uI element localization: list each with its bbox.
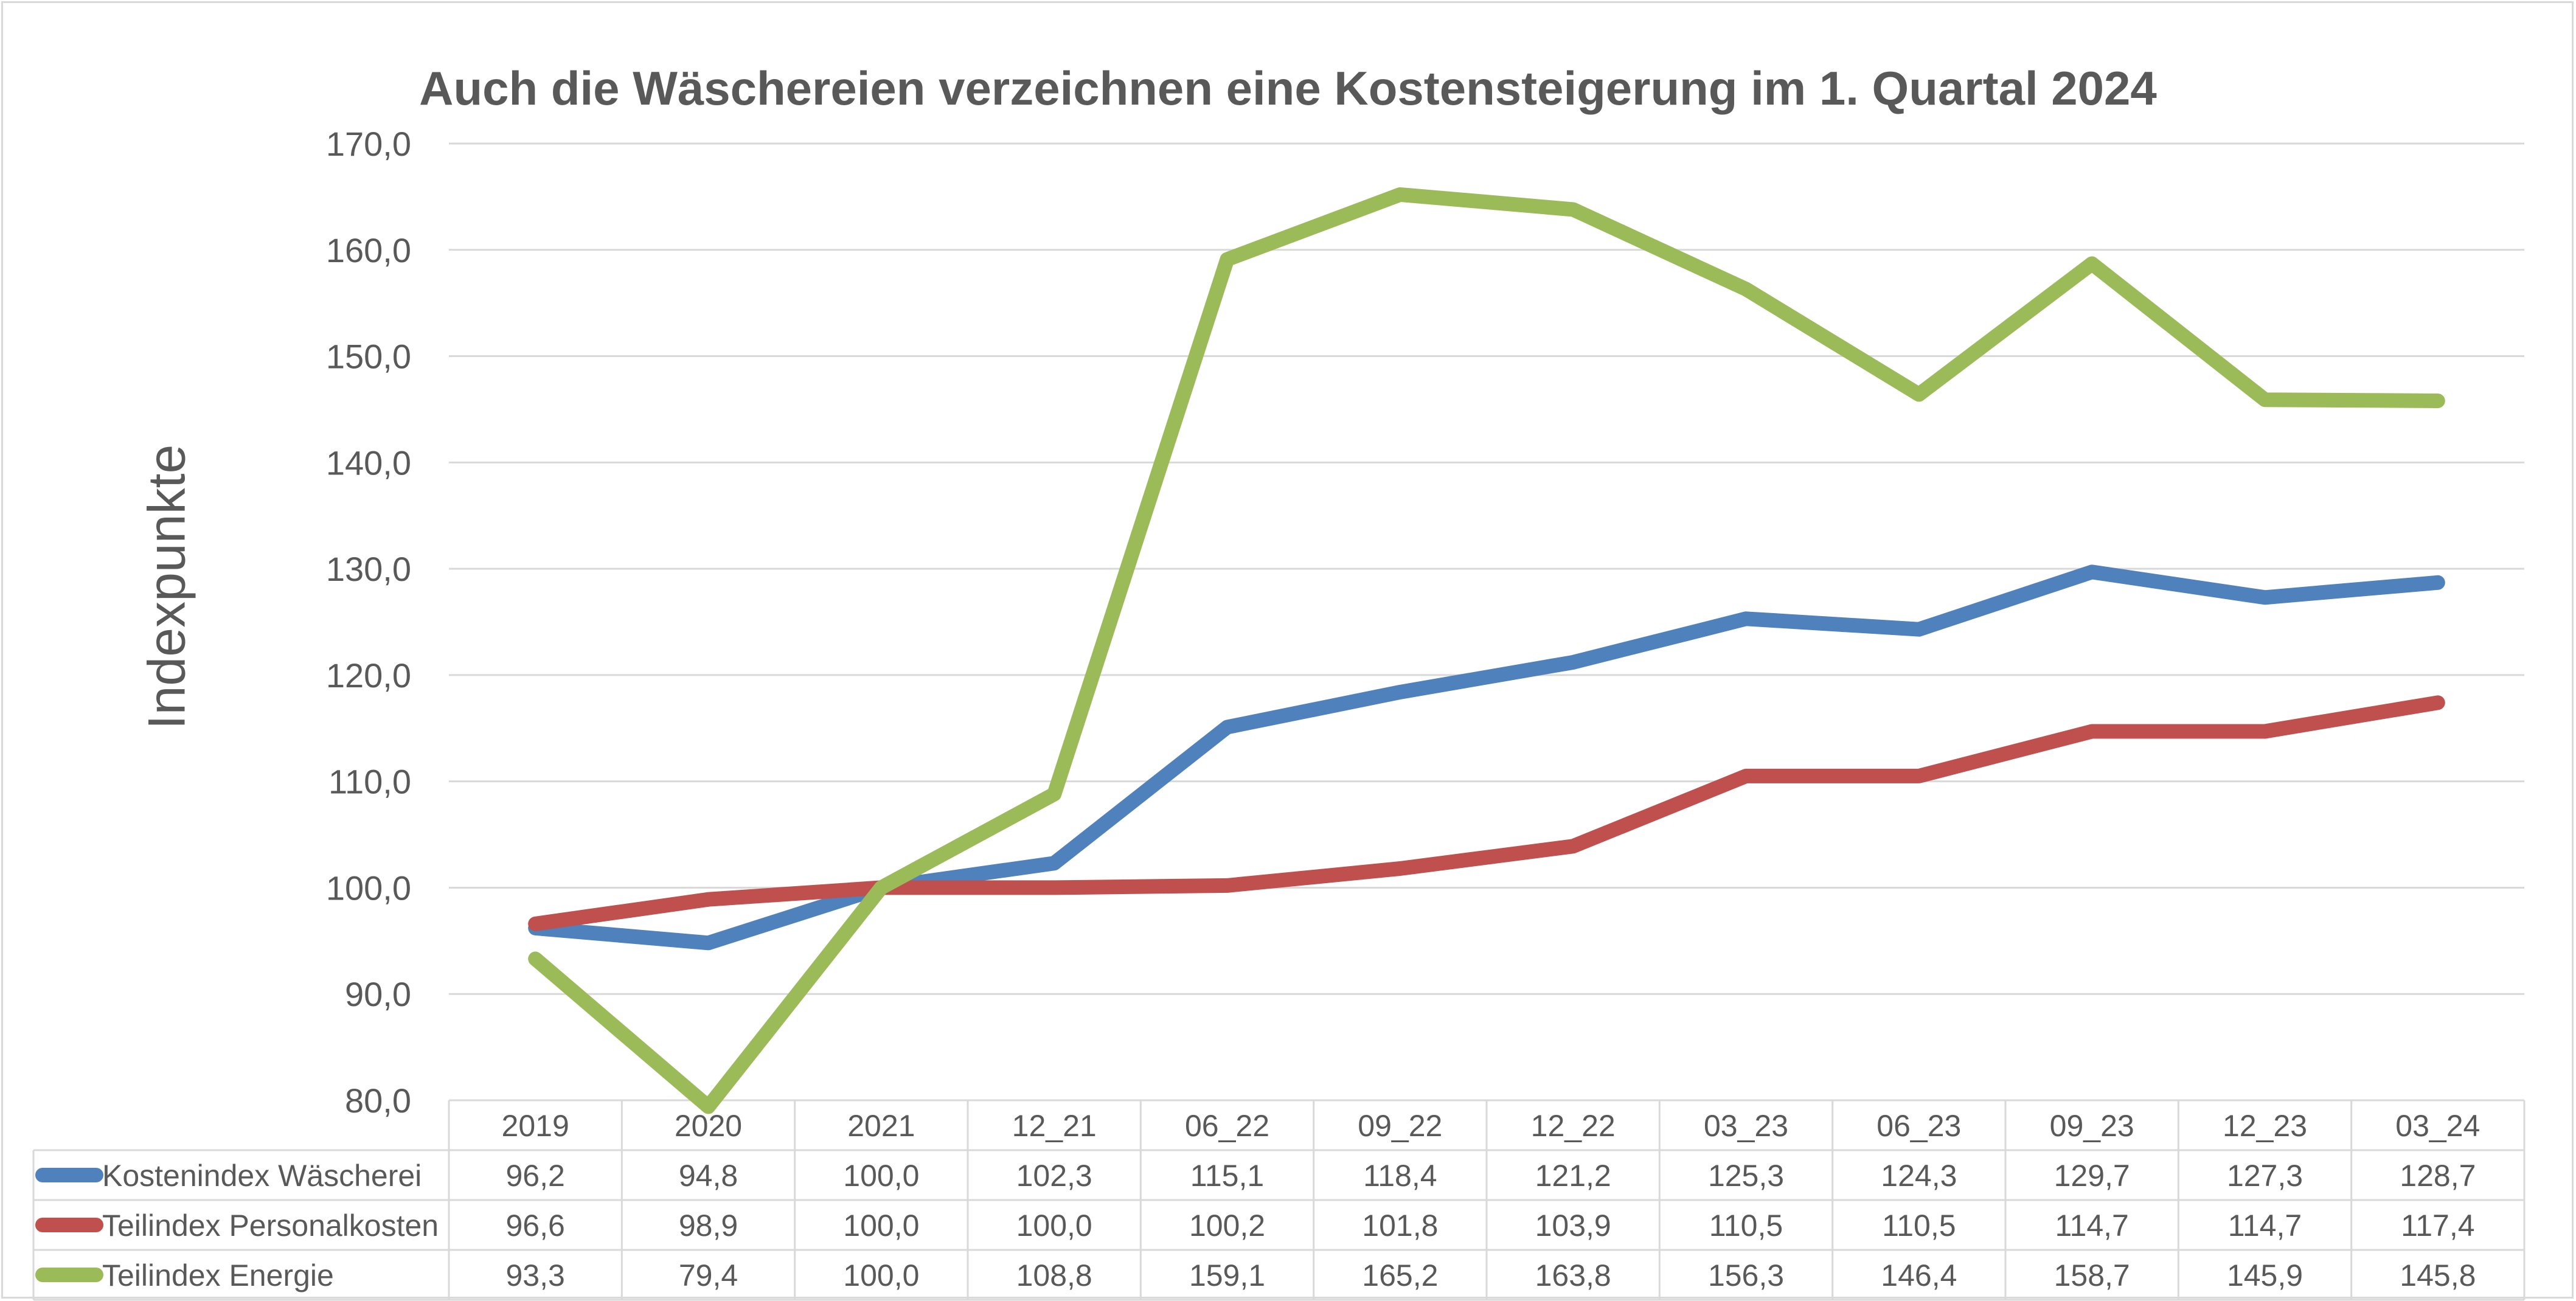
- data-label: 156,3: [1708, 1258, 1784, 1292]
- data-label: 100,0: [1016, 1209, 1092, 1243]
- y-tick-label: 140,0: [326, 443, 411, 482]
- series-lines: [528, 187, 2445, 1114]
- x-tick-label: 12_23: [2223, 1109, 2307, 1143]
- data-label: 100,0: [843, 1258, 919, 1292]
- x-tick-label: 03_23: [1704, 1109, 1788, 1143]
- y-tick-label: 150,0: [326, 338, 411, 376]
- data-label: 165,2: [1362, 1258, 1438, 1292]
- data-label: 146,4: [1881, 1258, 1957, 1292]
- y-tick-label: 160,0: [326, 231, 411, 269]
- data-label: 127,3: [2227, 1159, 2303, 1193]
- data-label: 100,0: [843, 1209, 919, 1243]
- data-table: 2019 2020 2021 12_21 06_22 09_22 12_22 03_23 06_…: [32, 1099, 2526, 1301]
- legend-label: Kostenindex Wäscherei: [102, 1159, 422, 1193]
- x-tick-label: 2021: [847, 1109, 915, 1143]
- legend-label: Teilindex Personalkosten: [102, 1209, 439, 1243]
- y-tick-label: 170,0: [326, 125, 411, 163]
- x-tick-label: 06_23: [1876, 1109, 1961, 1143]
- y-tick-label: 80,0: [345, 1081, 411, 1120]
- data-label: 118,4: [1363, 1159, 1437, 1193]
- y-tick-label: 130,0: [326, 550, 411, 588]
- y-axis-ticks: 80,0 90,0 100,0 110,0 120,0 130,0 140,0 150,0 16…: [326, 125, 411, 1120]
- y-tick-label: 90,0: [345, 975, 411, 1013]
- x-tick-label: 06_22: [1185, 1109, 1269, 1143]
- data-label: 102,3: [1016, 1159, 1092, 1193]
- data-label: 121,2: [1535, 1159, 1611, 1193]
- data-label: 114,7: [2228, 1209, 2302, 1243]
- data-label: 114,7: [2055, 1209, 2128, 1243]
- series-line: [528, 187, 2445, 1114]
- data-label: 103,9: [1535, 1209, 1611, 1243]
- data-label: 96,6: [506, 1209, 565, 1243]
- y-tick-label: 110,0: [328, 763, 411, 801]
- data-label: 110,5: [1882, 1209, 1956, 1243]
- data-label: 145,8: [2400, 1258, 2476, 1292]
- x-tick-label: 12_21: [1012, 1109, 1097, 1143]
- data-label: 158,7: [2054, 1258, 2130, 1292]
- data-label: 96,2: [506, 1159, 565, 1193]
- data-label: 128,7: [2400, 1159, 2476, 1193]
- chart-title: Auch die Wäschereien verzeichnen eine Ko…: [419, 61, 2157, 115]
- data-label: 101,8: [1362, 1209, 1438, 1243]
- legend-label: Teilindex Energie: [102, 1258, 334, 1292]
- data-label: 124,3: [1881, 1159, 1957, 1193]
- data-label: 145,9: [2227, 1258, 2303, 1292]
- x-tick-label: 09_22: [1358, 1109, 1442, 1143]
- x-tick-label: 03_24: [2395, 1109, 2480, 1143]
- data-label: 100,0: [843, 1159, 919, 1193]
- gridlines: [449, 142, 2524, 995]
- data-label: 110,5: [1709, 1209, 1783, 1243]
- data-label: 115,1: [1190, 1159, 1264, 1193]
- x-tick-label: 2020: [675, 1109, 742, 1143]
- data-label: 159,1: [1189, 1258, 1265, 1292]
- y-tick-label: 120,0: [326, 656, 411, 695]
- data-label: 117,4: [2401, 1209, 2474, 1243]
- data-label: 98,9: [679, 1209, 738, 1243]
- x-tick-label: 09_23: [2050, 1109, 2134, 1143]
- x-tick-label: 2019: [502, 1109, 569, 1143]
- data-label: 163,8: [1535, 1258, 1611, 1292]
- data-label: 108,8: [1016, 1258, 1092, 1292]
- data-label: 125,3: [1708, 1159, 1784, 1193]
- data-label: 93,3: [506, 1258, 565, 1292]
- data-label: 100,2: [1189, 1209, 1265, 1243]
- series-line: [528, 695, 2445, 931]
- x-tick-label: 12_22: [1531, 1109, 1616, 1143]
- y-tick-label: 100,0: [326, 869, 411, 907]
- data-label: 79,4: [679, 1258, 738, 1292]
- data-label: 129,7: [2054, 1159, 2130, 1193]
- data-label: 94,8: [679, 1159, 738, 1193]
